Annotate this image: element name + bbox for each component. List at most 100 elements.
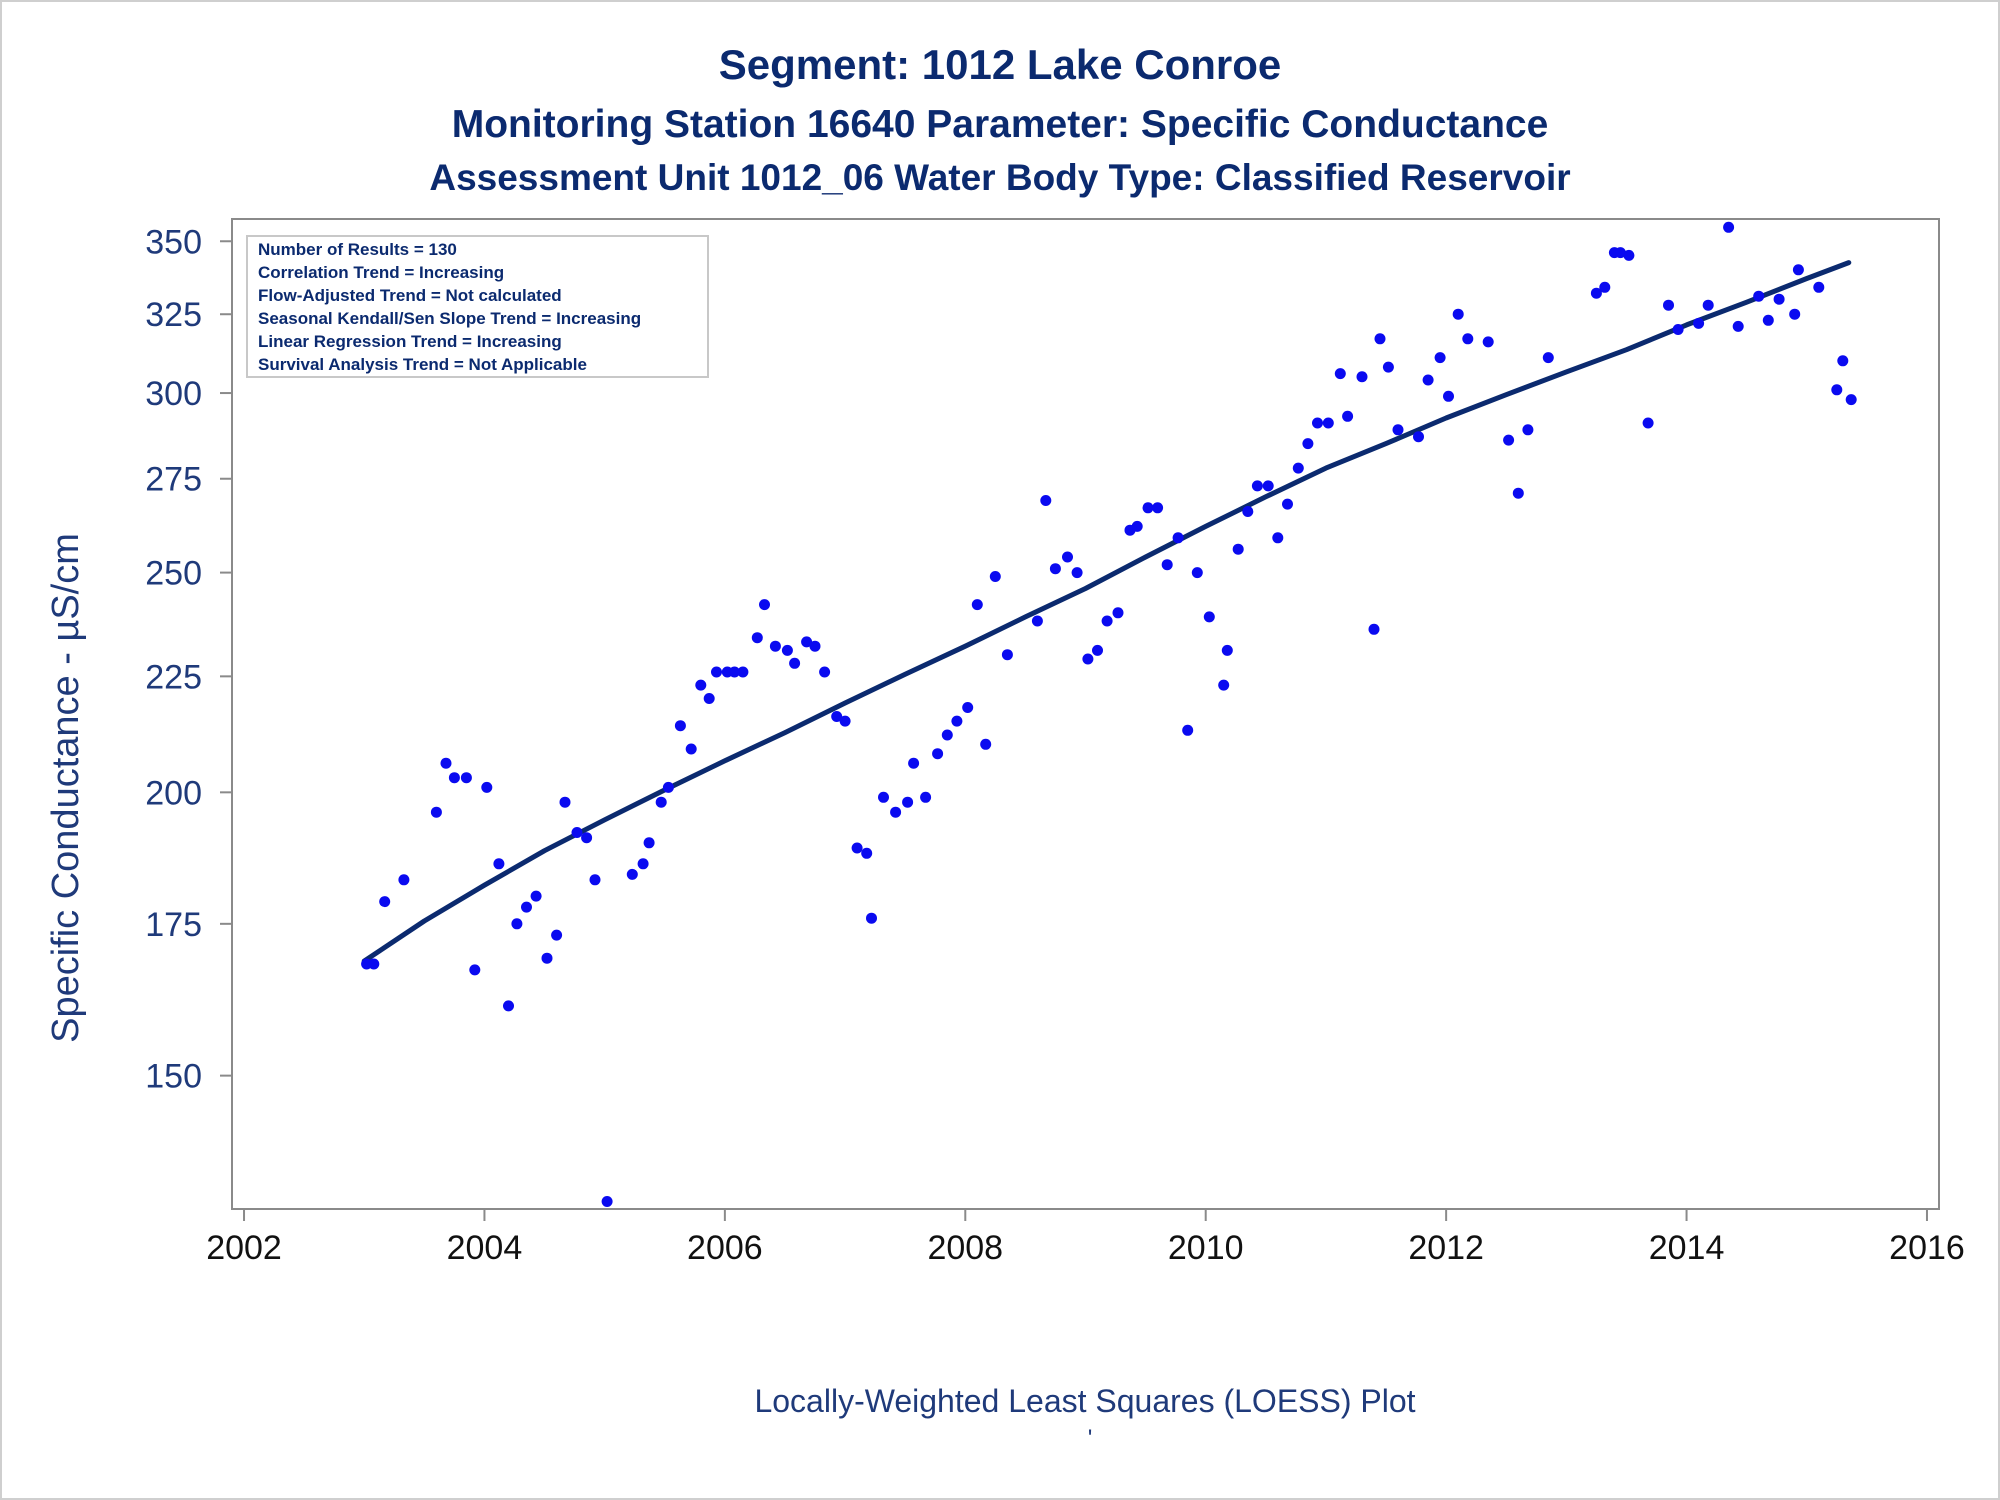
legend-line: Survival Analysis Trend = Not Applicable	[258, 355, 587, 374]
data-point	[559, 796, 571, 808]
plot-area	[231, 218, 1940, 1210]
data-point	[1413, 431, 1424, 443]
data-point	[662, 781, 674, 793]
data-point	[1152, 502, 1164, 514]
data-point	[1262, 480, 1274, 492]
data-point	[1302, 438, 1314, 450]
data-point	[1356, 371, 1368, 383]
data-point	[469, 964, 481, 976]
x-tick-label: 2008	[927, 1229, 1003, 1267]
data-point	[801, 636, 813, 648]
data-point	[1789, 308, 1801, 320]
y-tick-label: 225	[145, 658, 202, 696]
data-point	[781, 644, 793, 656]
y-axis: 150 175 200 225 250 275 300 325 350	[145, 223, 232, 1096]
data-point	[448, 772, 460, 784]
footnote-mark: '	[1088, 1425, 1093, 1452]
y-tick-label: 150	[145, 1058, 202, 1096]
data-point	[1071, 567, 1083, 579]
data-point	[379, 896, 391, 908]
data-point	[1590, 287, 1602, 299]
data-point	[920, 791, 932, 803]
data-point	[1282, 498, 1293, 510]
data-point	[831, 711, 843, 722]
data-point	[1623, 249, 1635, 261]
data-point	[1642, 417, 1654, 429]
data-point	[1001, 649, 1013, 661]
data-point	[1702, 299, 1714, 311]
data-point	[1322, 417, 1334, 429]
data-point	[866, 912, 877, 924]
data-point	[1434, 352, 1446, 364]
data-point	[1762, 314, 1774, 326]
x-tick-label: 2016	[1889, 1229, 1965, 1267]
legend-line: Correlation Trend = Increasing	[258, 263, 504, 282]
data-point	[398, 874, 410, 886]
data-point	[460, 772, 472, 784]
x-tick-label: 2006	[687, 1229, 763, 1267]
data-point	[1049, 563, 1061, 575]
data-point	[703, 693, 715, 704]
legend: Number of Results = 130 Correlation Trend…	[246, 235, 709, 378]
loess-line	[361, 260, 1852, 964]
x-tick-label: 2014	[1649, 1229, 1725, 1267]
loess-series	[361, 260, 1852, 964]
data-point	[1218, 679, 1230, 691]
data-point	[1342, 410, 1354, 422]
y-tick-label: 350	[145, 223, 202, 261]
data-point	[1599, 281, 1611, 293]
data-point	[368, 958, 380, 970]
data-point	[1837, 355, 1849, 367]
data-point	[1082, 653, 1094, 665]
data-point	[971, 599, 983, 611]
data-point	[581, 832, 593, 844]
data-point	[1382, 361, 1394, 373]
data-point	[1221, 644, 1233, 656]
data-point	[1792, 264, 1804, 276]
data-point	[1443, 390, 1454, 402]
chart-subtitle: Monitoring Station 16640 Parameter: Spec…	[452, 103, 1549, 146]
data-point	[571, 827, 583, 838]
data-point	[1251, 480, 1263, 492]
data-point	[1813, 281, 1825, 293]
data-point	[1663, 299, 1674, 311]
data-point	[1512, 487, 1524, 499]
data-point	[481, 781, 493, 793]
y-tick-label: 250	[145, 555, 202, 593]
data-point	[1374, 333, 1386, 345]
data-point	[951, 715, 963, 727]
data-point	[674, 720, 686, 732]
data-point	[1614, 247, 1626, 259]
data-point	[601, 1196, 613, 1207]
data-point	[1292, 462, 1304, 474]
data-point	[1142, 502, 1154, 514]
data-point	[789, 657, 801, 669]
x-tick-label: 2004	[447, 1229, 523, 1267]
data-point	[737, 666, 749, 678]
data-point	[1522, 424, 1534, 436]
data-point	[511, 918, 523, 930]
data-point	[1131, 520, 1143, 532]
data-point	[1422, 374, 1434, 386]
data-point	[1334, 368, 1346, 380]
y-tick-label: 200	[145, 774, 202, 812]
chart-title: Segment: 1012 Lake Conroe	[719, 41, 1282, 88]
data-point	[878, 791, 889, 803]
y-tick-label: 300	[145, 375, 202, 413]
data-point	[521, 901, 532, 913]
data-point	[493, 858, 505, 870]
data-point	[1203, 611, 1215, 623]
data-point	[1723, 221, 1735, 233]
data-point	[1161, 559, 1173, 571]
data-point	[1312, 417, 1323, 429]
data-point	[1732, 320, 1744, 332]
legend-line: Linear Regression Trend = Increasing	[258, 332, 562, 351]
data-point	[1062, 551, 1073, 563]
data-point	[637, 858, 649, 870]
data-point	[1031, 615, 1043, 627]
data-point	[1462, 333, 1474, 345]
data-point	[861, 847, 873, 859]
data-point	[729, 666, 740, 678]
data-point	[1452, 308, 1464, 320]
